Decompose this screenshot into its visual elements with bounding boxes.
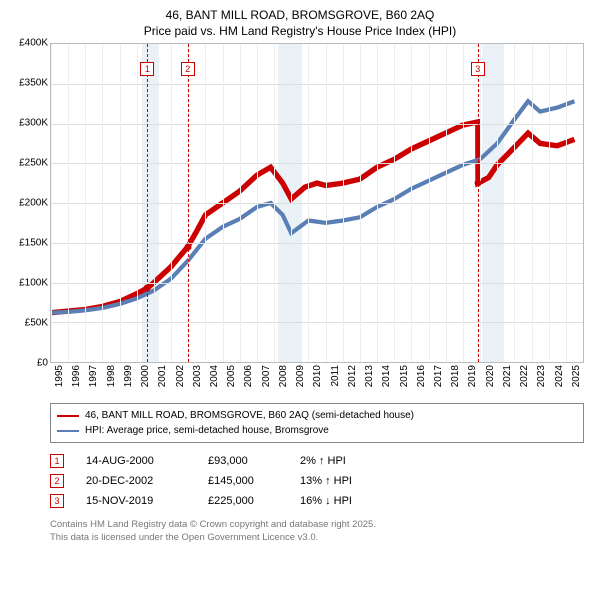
series-line — [51, 122, 574, 313]
transaction-badge: 2 — [50, 474, 64, 488]
transaction-date: 20-DEC-2002 — [86, 475, 186, 487]
footer-line-1: Contains HM Land Registry data © Crown c… — [50, 519, 588, 531]
series-line — [51, 101, 574, 312]
title-line-1: 46, BANT MILL ROAD, BROMSGROVE, B60 2AQ — [12, 8, 588, 24]
x-tick-label: 2012 — [347, 365, 358, 387]
legend-label: HPI: Average price, semi-detached house,… — [85, 423, 329, 438]
y-tick-label: £150K — [19, 238, 48, 249]
x-tick-label: 2025 — [571, 365, 582, 387]
y-tick-label: £400K — [19, 38, 48, 49]
transaction-row: 3 15-NOV-2019 £225,000 16% ↓ HPI — [50, 491, 588, 511]
legend-swatch — [57, 415, 79, 417]
transaction-date: 15-NOV-2019 — [86, 495, 186, 507]
x-tick-label: 2017 — [433, 365, 444, 387]
chart-container: 46, BANT MILL ROAD, BROMSGROVE, B60 2AQ … — [0, 0, 600, 590]
x-tick-label: 2003 — [192, 365, 203, 387]
marker-dot — [184, 243, 191, 250]
y-tick-label: £50K — [25, 318, 48, 329]
transaction-row: 2 20-DEC-2002 £145,000 13% ↑ HPI — [50, 471, 588, 491]
y-axis: £0£50K£100K£150K£200K£250K£300K£350K£400… — [12, 43, 50, 363]
x-tick-label: 2022 — [519, 365, 530, 387]
legend-item: HPI: Average price, semi-detached house,… — [57, 423, 577, 438]
x-tick-label: 1998 — [106, 365, 117, 387]
transaction-price: £93,000 — [208, 455, 278, 467]
transaction-date: 14-AUG-2000 — [86, 455, 186, 467]
marker-line — [147, 44, 148, 362]
marker-line — [478, 44, 479, 362]
footer-attribution: Contains HM Land Registry data © Crown c… — [50, 519, 588, 544]
y-tick-label: £0 — [37, 358, 48, 369]
transaction-delta: 16% ↓ HPI — [300, 495, 352, 507]
transaction-price: £225,000 — [208, 495, 278, 507]
x-tick-label: 2015 — [399, 365, 410, 387]
x-tick-label: 2001 — [157, 365, 168, 387]
y-tick-label: £250K — [19, 158, 48, 169]
marker-dot — [144, 285, 151, 292]
legend-swatch — [57, 430, 79, 432]
y-tick-label: £100K — [19, 278, 48, 289]
y-tick-label: £300K — [19, 118, 48, 129]
x-tick-label: 2021 — [502, 365, 513, 387]
plot-region: 1 2 3 — [50, 43, 584, 363]
x-tick-label: 2010 — [312, 365, 323, 387]
x-tick-label: 1995 — [54, 365, 65, 387]
x-tick-label: 2016 — [416, 365, 427, 387]
marker-badge: 3 — [471, 62, 485, 76]
x-tick-label: 2013 — [364, 365, 375, 387]
x-tick-label: 2018 — [450, 365, 461, 387]
marker-line — [188, 44, 189, 362]
transaction-badge: 3 — [50, 494, 64, 508]
footer-line-2: This data is licensed under the Open Gov… — [50, 532, 588, 544]
transaction-delta: 13% ↑ HPI — [300, 475, 352, 487]
chart-title: 46, BANT MILL ROAD, BROMSGROVE, B60 2AQ … — [12, 8, 588, 39]
y-tick-label: £350K — [19, 78, 48, 89]
chart-area: £0£50K£100K£150K£200K£250K£300K£350K£400… — [12, 43, 588, 403]
x-tick-label: 2005 — [226, 365, 237, 387]
x-tick-label: 2007 — [261, 365, 272, 387]
marker-badge: 1 — [140, 62, 154, 76]
x-tick-label: 2004 — [209, 365, 220, 387]
transaction-row: 1 14-AUG-2000 £93,000 2% ↑ HPI — [50, 451, 588, 471]
x-axis: 1995 1996 1997 1998 1999 2000 2001 2002 2003 2004… — [50, 363, 584, 403]
y-tick-label: £200K — [19, 198, 48, 209]
transaction-table: 1 14-AUG-2000 £93,000 2% ↑ HPI 2 20-DEC-2002 £… — [50, 451, 588, 511]
title-line-2: Price paid vs. HM Land Registry's House … — [12, 24, 588, 40]
x-tick-label: 2008 — [278, 365, 289, 387]
legend: 46, BANT MILL ROAD, BROMSGROVE, B60 2AQ … — [50, 403, 584, 443]
x-tick-label: 2024 — [554, 365, 565, 387]
transaction-badge: 1 — [50, 454, 64, 468]
x-tick-label: 2023 — [536, 365, 547, 387]
x-tick-label: 1996 — [71, 365, 82, 387]
x-tick-label: 1999 — [123, 365, 134, 387]
marker-badge: 2 — [181, 62, 195, 76]
legend-label: 46, BANT MILL ROAD, BROMSGROVE, B60 2AQ … — [85, 408, 414, 423]
x-tick-label: 2000 — [140, 365, 151, 387]
x-tick-label: 2002 — [175, 365, 186, 387]
marker-dot — [474, 180, 481, 187]
x-tick-label: 2006 — [243, 365, 254, 387]
x-tick-label: 2019 — [467, 365, 478, 387]
x-tick-label: 1997 — [88, 365, 99, 387]
x-tick-label: 2014 — [381, 365, 392, 387]
x-tick-label: 2020 — [485, 365, 496, 387]
x-tick-label: 2011 — [330, 365, 341, 387]
transaction-price: £145,000 — [208, 475, 278, 487]
transaction-delta: 2% ↑ HPI — [300, 455, 346, 467]
legend-item: 46, BANT MILL ROAD, BROMSGROVE, B60 2AQ … — [57, 408, 577, 423]
x-tick-label: 2009 — [295, 365, 306, 387]
